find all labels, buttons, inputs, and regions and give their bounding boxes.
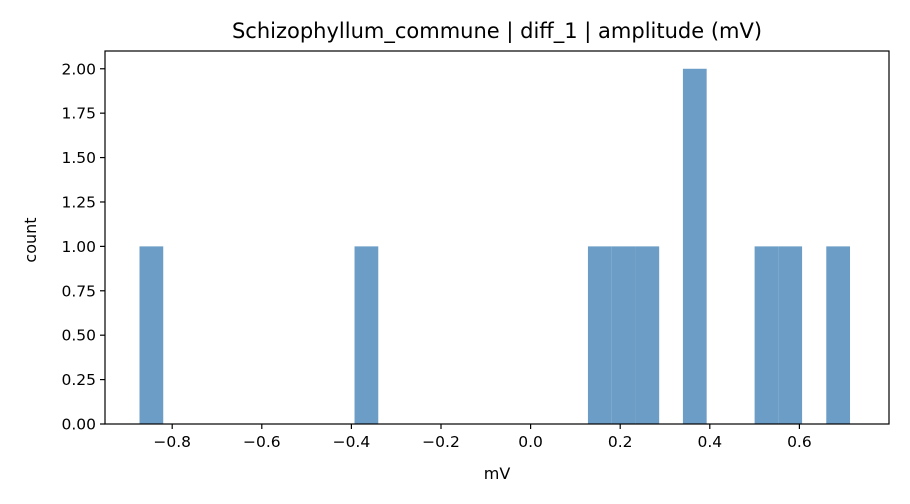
y-tick-label: 0.00	[61, 416, 96, 434]
x-tick-label: −0.6	[243, 433, 281, 451]
y-axis-ticks: 0.00 0.25 0.50 0.75 1.00 1.25 1.50 1.75 2.00	[61, 60, 105, 434]
histogram-bar	[754, 246, 779, 424]
chart-title: Schizophyllum_commune | diff_1 | amplitu…	[232, 19, 762, 44]
x-tick-label: −0.4	[333, 433, 371, 451]
bars-group	[139, 68, 851, 424]
y-tick-label: 1.50	[61, 149, 96, 167]
histogram-bar	[587, 246, 612, 424]
histogram-bar	[778, 246, 803, 424]
histogram-bar	[682, 68, 707, 424]
histogram-bar	[139, 246, 164, 424]
y-tick-label: 1.75	[61, 105, 96, 123]
histogram-bar	[611, 246, 636, 424]
y-axis-label: count	[21, 217, 40, 262]
histogram-bar	[354, 246, 379, 424]
x-tick-label: 0.4	[697, 433, 722, 451]
x-axis-ticks: −0.8 −0.6 −0.4 −0.2 0.0 0.2 0.4 0.6	[153, 424, 812, 451]
histogram-bar	[826, 246, 851, 424]
y-tick-label: 0.50	[61, 327, 96, 345]
x-tick-label: −0.8	[153, 433, 191, 451]
y-tick-label: 1.00	[61, 238, 96, 256]
plot-frame	[104, 50, 890, 425]
x-axis-label: mV	[484, 464, 511, 483]
histogram-bar	[635, 246, 660, 424]
y-tick-label: 1.25	[61, 193, 96, 211]
x-tick-label: 0.0	[518, 433, 543, 451]
x-tick-label: −0.2	[422, 433, 460, 451]
y-tick-label: 0.25	[61, 371, 96, 389]
x-tick-label: 0.2	[608, 433, 633, 451]
x-tick-label: 0.6	[787, 433, 812, 451]
y-tick-label: 0.75	[61, 282, 96, 300]
y-tick-label: 2.00	[61, 60, 96, 78]
